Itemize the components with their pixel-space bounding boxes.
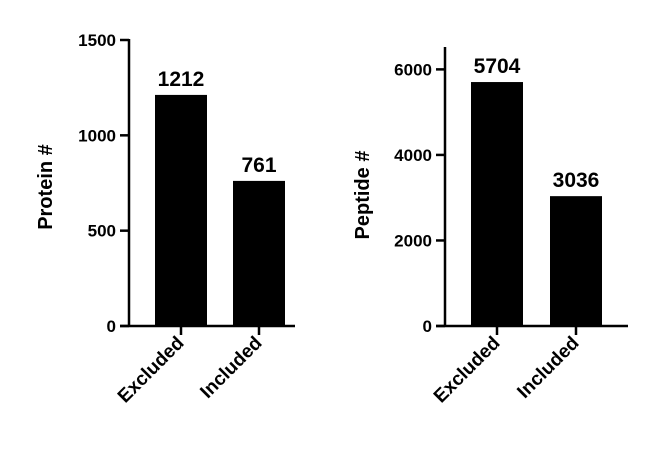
y-tick-label: 0	[107, 317, 116, 336]
data-label-protein-excluded: 1212	[158, 68, 205, 91]
bar-protein-included	[233, 180, 285, 326]
x-category-label-excluded: Excluded	[430, 333, 505, 408]
y-tick-label: 4000	[394, 146, 432, 165]
protein-count-chart: 1212 761 0 500 1000 1500 Excluded Included Prote…	[35, 31, 295, 407]
y-tick-label: 2000	[394, 231, 432, 250]
data-label-protein-included: 761	[241, 154, 276, 177]
y-tick-label: 500	[88, 222, 116, 241]
y-axis-title: Protein #	[35, 144, 57, 230]
bar-protein-excluded	[155, 94, 207, 326]
y-axis-title: Peptide #	[352, 151, 374, 240]
y-tick-label: 0	[423, 317, 432, 336]
peptide-count-chart: 5704 3036 0 2000 4000 6000 Excluded Included Pep…	[352, 47, 628, 407]
y-tick-label: 1000	[78, 126, 116, 145]
y-tick-label: 6000	[394, 60, 432, 79]
data-label-peptide-excluded: 5704	[474, 55, 521, 78]
bar-peptide-excluded	[471, 82, 523, 326]
x-category-label-excluded: Excluded	[114, 333, 189, 408]
x-category-label-included: Included	[196, 333, 266, 403]
data-label-peptide-included: 3036	[553, 169, 600, 192]
x-category-label-included: Included	[513, 333, 583, 403]
bar-peptide-included	[550, 196, 602, 326]
y-tick-label: 1500	[78, 31, 116, 50]
